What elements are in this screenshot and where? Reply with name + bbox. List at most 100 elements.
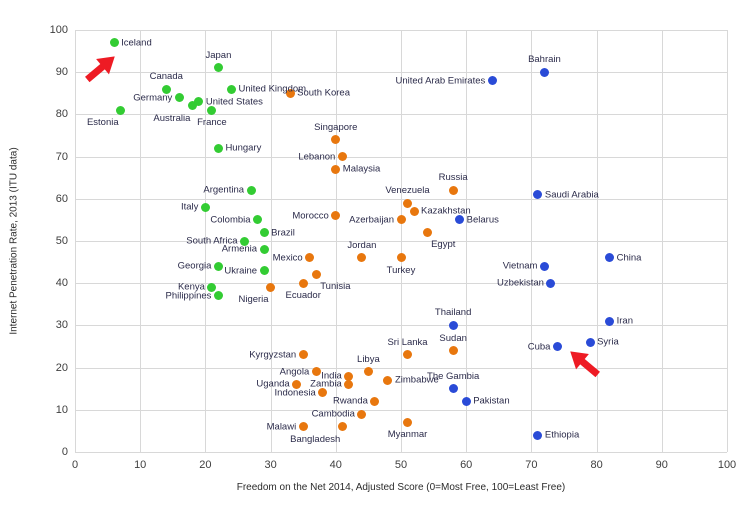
- point-sudan: [448, 346, 458, 356]
- point-bahrain: [539, 67, 549, 77]
- point-the-gambia: [448, 384, 458, 394]
- point-label-hungary: Hungary: [225, 142, 262, 154]
- point-label-zimbabwe: Zimbabwe: [394, 374, 439, 386]
- red-arrow-cuba: [563, 344, 603, 382]
- x-tick-label-70: 70: [525, 459, 538, 471]
- y-tick-label-90: 90: [55, 66, 68, 79]
- point-ecuador: [298, 278, 308, 288]
- point-label-iceland: Iceland: [121, 37, 152, 49]
- point-angola: [311, 367, 321, 377]
- x-tick-label-20: 20: [199, 459, 212, 471]
- point-morocco: [331, 211, 341, 221]
- x-tick-label-50: 50: [394, 459, 408, 471]
- point-label-pakistan: Pakistan: [473, 395, 510, 407]
- point-label-singapore: Singapore: [314, 121, 358, 133]
- point-united-kingdom: [226, 84, 236, 94]
- point-label-nigeria: Nigeria: [238, 294, 269, 306]
- point-label-malaysia: Malaysia: [342, 163, 381, 175]
- plot-area: Iceland Estonia Canada Germany Australia Japa…: [75, 30, 728, 453]
- point-label-kyrgyzstan: Kyrgyzstan: [249, 349, 297, 361]
- gridline-horizontal: [75, 72, 727, 74]
- point-estonia: [116, 105, 126, 115]
- x-tick-label-0: 0: [71, 459, 79, 471]
- red-arrow-icon: [569, 351, 600, 378]
- point-label-japan: Japan: [205, 49, 232, 61]
- point-zambia: [344, 379, 354, 389]
- point-saudi-arabia: [533, 190, 543, 200]
- gridline-horizontal: [75, 114, 727, 116]
- gridline-horizontal: [75, 452, 727, 453]
- point-label-azerbaijan: Azerbaijan: [349, 214, 394, 226]
- point-label-italy: Italy: [180, 201, 199, 213]
- x-tick-label-30: 30: [264, 459, 277, 471]
- point-label-malawi: Malawi: [266, 421, 297, 433]
- gridline-horizontal: [75, 198, 727, 200]
- point-thailand: [448, 320, 458, 330]
- point-sri-lanka: [403, 350, 413, 360]
- point-united-arab-emirates: [487, 76, 497, 86]
- x-tick-label-40: 40: [329, 459, 342, 471]
- red-arrow-icon: [85, 56, 115, 83]
- point-label-thailand: Thailand: [434, 307, 472, 319]
- point-label-iran: Iran: [616, 315, 633, 327]
- point-label-egypt: Egypt: [431, 238, 456, 250]
- point-label-south-korea: South Korea: [297, 87, 350, 99]
- point-germany: [174, 93, 184, 103]
- point-vietnam: [539, 261, 549, 271]
- point-label-united-kingdom: United Kingdom: [238, 83, 307, 95]
- gridline-horizontal: [75, 325, 727, 327]
- gridline-horizontal: [75, 283, 727, 285]
- point-label-cuba: Cuba: [527, 341, 551, 352]
- point-uganda: [292, 379, 302, 389]
- point-label-mexico: Mexico: [272, 252, 303, 264]
- red-arrow-iceland: [81, 49, 121, 87]
- point-label-tunisia: Tunisia: [320, 280, 351, 292]
- point-turkey: [396, 253, 406, 263]
- x-tick-label-10: 10: [134, 459, 147, 471]
- point-label-rwanda: Rwanda: [333, 395, 368, 407]
- point-label-ethiopia: Ethiopia: [544, 429, 580, 441]
- gridline-horizontal: [75, 30, 727, 31]
- point-label-ukraine: Ukraine: [224, 265, 258, 277]
- point-cuba: [552, 342, 562, 351]
- point-label-saudi-arabia: Saudi Arabia: [544, 189, 599, 201]
- point-label-china: China: [616, 252, 642, 264]
- point-label-belarus: Belarus: [466, 214, 499, 226]
- point-label-georgia: Georgia: [177, 260, 212, 272]
- point-label-argentina: Argentina: [203, 184, 245, 196]
- point-label-syria: Syria: [597, 336, 619, 348]
- point-united-states: [194, 97, 204, 107]
- point-bangladesh: [337, 422, 347, 432]
- point-georgia: [213, 261, 223, 271]
- gridline-vertical: [727, 30, 728, 452]
- point-label-venezuela: Venezuela: [385, 185, 430, 197]
- point-label-brazil: Brazil: [271, 227, 295, 239]
- point-malawi: [298, 422, 308, 432]
- point-label-france: France: [197, 117, 227, 129]
- point-iceland: [109, 38, 119, 48]
- gridline-horizontal: [75, 367, 727, 369]
- point-label-vietnam: Vietnam: [502, 260, 538, 272]
- point-syria: [585, 337, 595, 347]
- point-label-the-gambia: The Gambia: [427, 370, 480, 382]
- point-label-zambia: Zambia: [310, 378, 342, 390]
- point-hungary: [213, 143, 223, 153]
- x-tick-label-100: 100: [717, 459, 737, 471]
- point-uzbekistan: [546, 278, 556, 288]
- point-rwanda: [370, 396, 380, 406]
- point-kazakhstan: [409, 206, 419, 216]
- point-colombia: [253, 215, 263, 225]
- y-axis-title: Internet Penetration Rate, 2013 (ITU dat…: [8, 147, 20, 335]
- point-italy: [200, 202, 210, 212]
- point-south-korea: [285, 88, 295, 98]
- point-label-philippines: Philippines: [165, 290, 212, 302]
- point-label-indonesia: Indonesia: [274, 387, 316, 399]
- point-venezuela: [403, 198, 413, 208]
- point-label-india: India: [321, 370, 342, 382]
- point-label-canada: Canada: [149, 71, 183, 83]
- x-tick-label-60: 60: [460, 459, 473, 471]
- point-label-united-states: United States: [205, 96, 263, 108]
- point-india: [344, 371, 354, 381]
- point-label-russia: Russia: [438, 172, 468, 184]
- y-tick-label-40: 40: [55, 277, 68, 290]
